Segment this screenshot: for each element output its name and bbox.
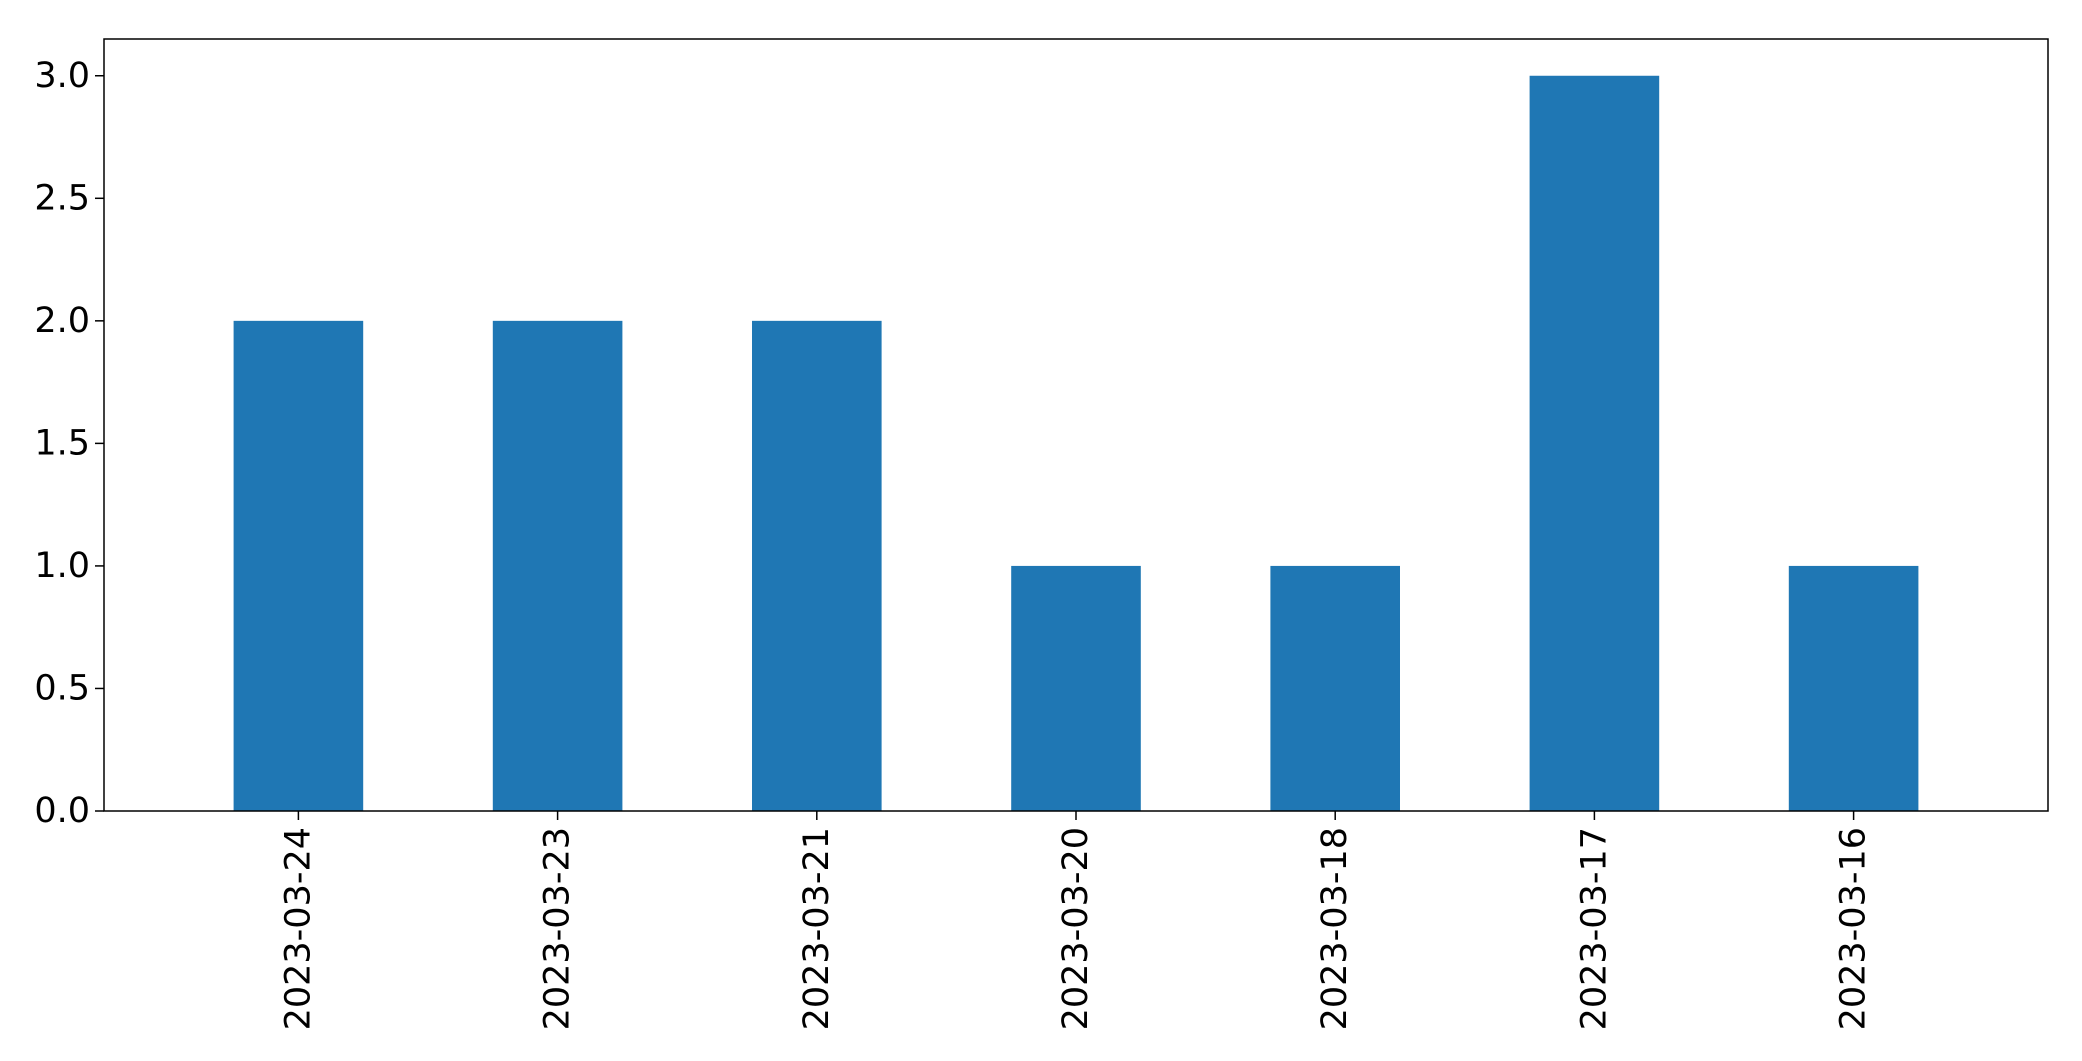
x-tick-label: 2023-03-21 xyxy=(797,827,837,1030)
x-tick-label: 2023-03-16 xyxy=(1834,827,1874,1030)
bar-2023-03-24 xyxy=(233,320,364,811)
bar-2023-03-21 xyxy=(752,320,882,811)
x-tick-label: 2023-03-24 xyxy=(278,827,318,1030)
x-tick-label: 2023-03-23 xyxy=(538,827,578,1030)
x-axis: 2023-03-24 2023-03-23 2023-03-21 2023-03-20… xyxy=(278,811,1874,1030)
bar-2023-03-17 xyxy=(1529,75,1660,811)
y-tick-label: 1.5 xyxy=(34,423,90,463)
bar-2023-03-23 xyxy=(492,320,623,811)
y-tick-label: 1.0 xyxy=(34,546,90,586)
x-tick-label: 2023-03-20 xyxy=(1056,827,1096,1030)
y-tick-label: 2.5 xyxy=(34,178,90,218)
x-tick-label: 2023-03-17 xyxy=(1574,827,1614,1030)
y-tick-label: 2.0 xyxy=(34,301,90,341)
x-tick-label: 2023-03-18 xyxy=(1315,827,1355,1030)
plot-frame xyxy=(103,38,2049,812)
bar-2023-03-20 xyxy=(1011,565,1141,811)
bars-group xyxy=(233,75,1919,811)
bar-2023-03-18 xyxy=(1270,565,1400,811)
y-axis: 0.0 0.5 1.0 1.5 2.0 2.5 3.0 xyxy=(34,56,104,831)
y-tick-label: 0.5 xyxy=(34,668,90,708)
y-tick-label: 3.0 xyxy=(34,56,90,96)
bar-2023-03-16 xyxy=(1788,565,1919,811)
y-tick-label: 0.0 xyxy=(34,791,90,831)
